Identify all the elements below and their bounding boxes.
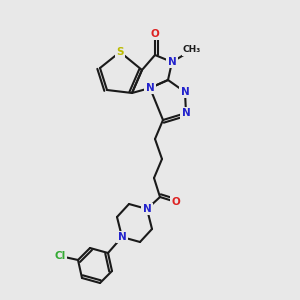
Text: N: N [142, 204, 152, 214]
Text: N: N [182, 108, 190, 118]
Text: N: N [168, 57, 176, 67]
Text: N: N [118, 232, 126, 242]
Text: N: N [181, 87, 189, 97]
Text: CH₃: CH₃ [183, 46, 201, 55]
Text: N: N [146, 83, 154, 93]
Text: Cl: Cl [54, 251, 66, 261]
Text: O: O [172, 197, 180, 207]
Text: O: O [151, 29, 159, 39]
Text: S: S [116, 47, 124, 57]
